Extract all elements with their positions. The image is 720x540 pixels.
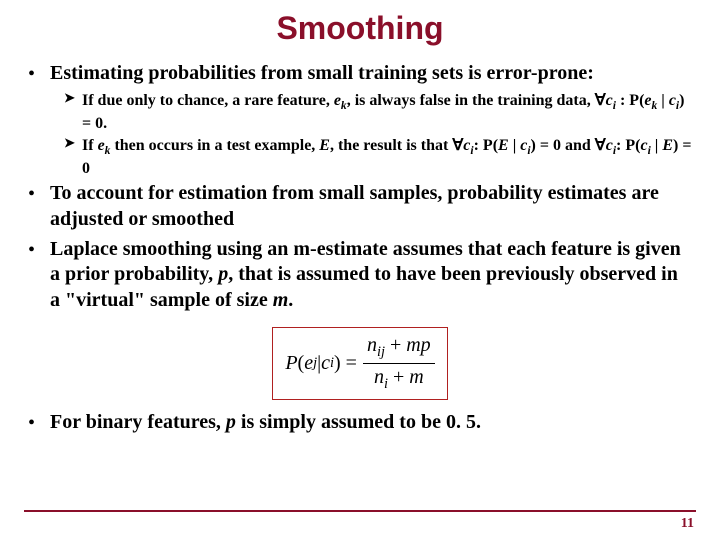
bullet-4-text: For binary features, p is simply assumed… [50, 410, 481, 436]
chevron-icon: ➤ [64, 136, 82, 179]
bullet-dot: • [28, 61, 50, 87]
laplace-formula: P(ej | ci) = nij + mp ni + m [272, 327, 447, 400]
slide-body: Smoothing • Estimating probabilities fro… [0, 0, 720, 436]
subbullet-1b: ➤ If ek then occurs in a test example, E… [64, 136, 692, 179]
slide-title: Smoothing [28, 10, 692, 47]
chevron-icon: ➤ [64, 91, 82, 134]
subbullet-1a: ➤ If due only to chance, a rare feature,… [64, 91, 692, 134]
page-number: 11 [681, 516, 694, 532]
fraction: nij + mp ni + m [363, 334, 435, 393]
subbullet-1b-text: If ek then occurs in a test example, E, … [82, 136, 692, 179]
bullet-4: • For binary features, p is simply assum… [28, 410, 692, 436]
bullet-1: • Estimating probabilities from small tr… [28, 61, 692, 87]
formula-box: P(ej | ci) = nij + mp ni + m [28, 327, 692, 400]
bullet-dot: • [28, 237, 50, 314]
bullet-3: • Laplace smoothing using an m-estimate … [28, 237, 692, 314]
bullet-dot: • [28, 181, 50, 232]
subbullet-1a-text: If due only to chance, a rare feature, e… [82, 91, 692, 134]
footer-rule [24, 510, 696, 512]
bullet-1-text: Estimating probabilities from small trai… [50, 61, 594, 87]
bullet-2-text: To account for estimation from small sam… [50, 181, 692, 232]
bullet-3-text: Laplace smoothing using an m-estimate as… [50, 237, 692, 314]
bullet-2: • To account for estimation from small s… [28, 181, 692, 232]
bullet-dot: • [28, 410, 50, 436]
